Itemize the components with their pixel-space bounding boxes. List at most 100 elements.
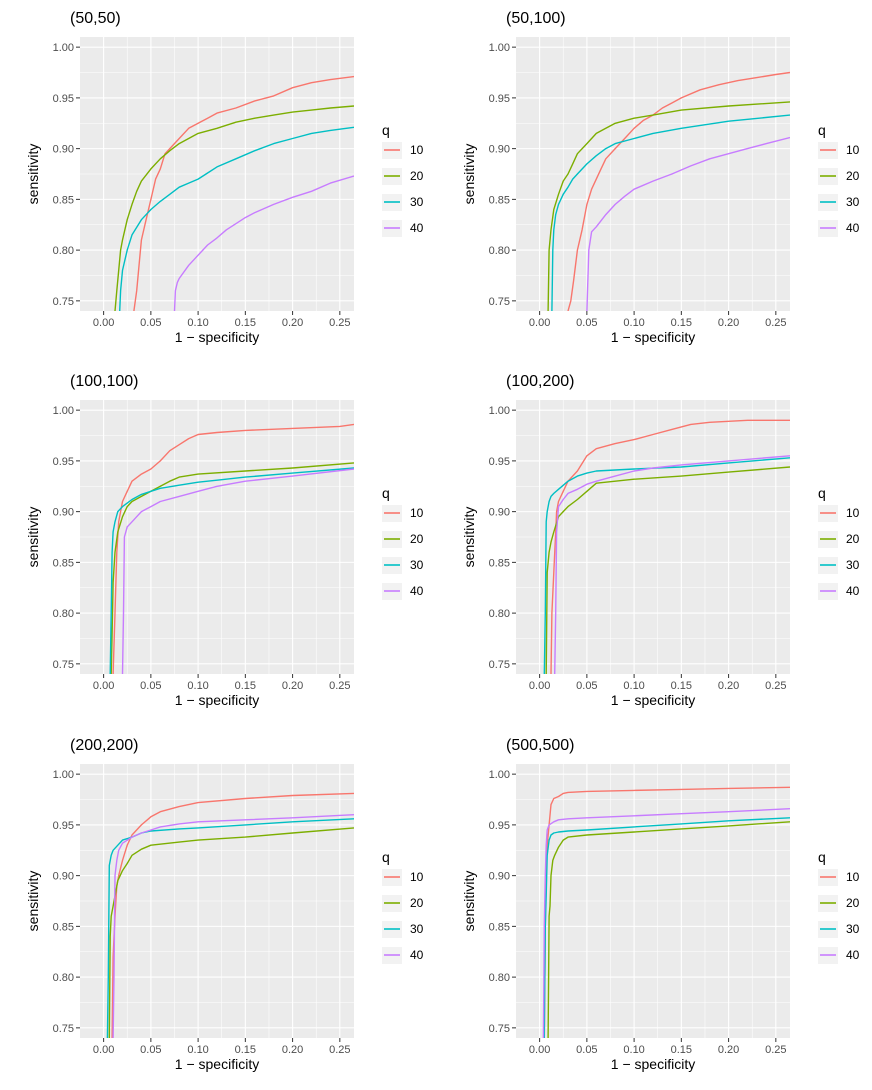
y-tick-label: 0.85 — [489, 557, 510, 569]
roc-line-q10 — [133, 75, 354, 311]
x-tick-label: 0.10 — [623, 317, 644, 329]
legend-label: 10 — [846, 506, 860, 520]
legend-title: q — [818, 485, 826, 501]
x-tick-label: 0.05 — [140, 317, 161, 329]
legend-title: q — [818, 849, 826, 865]
x-tick-label: 0.05 — [576, 1044, 597, 1056]
x-axis-label: 1 − specificity — [611, 329, 695, 345]
legend-label: 30 — [846, 922, 860, 936]
x-tick-label: 0.20 — [718, 680, 739, 692]
y-tick-label: 0.95 — [489, 820, 510, 832]
panel-title: (500,500) — [506, 737, 575, 754]
roc-panel: (100,100) 0.00 0.05 0.10 0.15 0.20 0.25 0.75 0.8… — [25, 373, 424, 708]
x-tick-label: 0.05 — [140, 680, 161, 692]
roc-line-q20 — [110, 462, 354, 674]
series-group — [543, 419, 790, 674]
y-tick-label: 0.90 — [489, 507, 510, 519]
legend-title: q — [382, 122, 390, 138]
roc-panel: (100,200) 0.00 0.05 0.10 0.15 0.20 0.25 0.75 0.8… — [461, 373, 860, 708]
y-tick-label: 1.00 — [53, 405, 74, 417]
legend-label: 30 — [846, 195, 860, 209]
legend-label: 10 — [410, 143, 424, 157]
legend-title: q — [382, 849, 390, 865]
y-tick-label: 0.90 — [53, 144, 74, 156]
y-tick-label: 1.00 — [53, 769, 74, 781]
legend-label: 40 — [846, 584, 860, 598]
panel-title: (50,100) — [506, 10, 566, 27]
roc-line-q20 — [545, 466, 790, 674]
roc-line-q40 — [173, 175, 354, 311]
legend-label: 20 — [410, 532, 424, 546]
y-tick-label: 0.75 — [489, 659, 510, 671]
roc-line-q40 — [554, 455, 790, 674]
x-tick-label: 0.20 — [718, 1044, 739, 1056]
x-tick-label: 0.25 — [329, 317, 350, 329]
legend-label: 20 — [846, 532, 860, 546]
roc-panel: (50,50) 0.00 0.05 0.10 0.15 0.20 0.25 0.75 0.80 0… — [25, 10, 424, 345]
x-tick-label: 0.00 — [93, 317, 114, 329]
y-tick-label: 0.95 — [489, 93, 510, 105]
x-tick-label: 0.20 — [718, 317, 739, 329]
y-tick-label: 0.95 — [53, 820, 74, 832]
y-axis-label: sensitivity — [461, 144, 477, 205]
y-tick-label: 0.80 — [53, 608, 74, 620]
y-tick-label: 0.95 — [489, 456, 510, 468]
x-axis-label: 1 − specificity — [175, 1056, 259, 1072]
roc-line-q30 — [119, 126, 354, 311]
y-axis-label: sensitivity — [25, 144, 41, 205]
y-tick-label: 1.00 — [489, 769, 510, 781]
x-tick-label: 0.15 — [235, 317, 256, 329]
x-axis-label: 1 − specificity — [611, 692, 695, 708]
legend-label: 10 — [846, 870, 860, 884]
y-tick-label: 0.75 — [53, 659, 74, 671]
x-axis-label: 1 − specificity — [175, 329, 259, 345]
x-tick-label: 0.00 — [529, 317, 550, 329]
series-group — [542, 786, 790, 1038]
legend-label: 40 — [410, 584, 424, 598]
y-tick-label: 0.85 — [53, 557, 74, 569]
legend-label: 10 — [410, 870, 424, 884]
series-group — [114, 75, 354, 311]
roc-panel: (200,200) 0.00 0.05 0.10 0.15 0.20 0.25 0.75 0.8… — [25, 737, 424, 1072]
x-tick-label: 0.00 — [93, 1044, 114, 1056]
y-tick-label: 0.85 — [489, 194, 510, 206]
panel-title: (50,50) — [70, 10, 121, 27]
x-tick-label: 0.25 — [329, 1044, 350, 1056]
legend-label: 30 — [846, 558, 860, 572]
x-tick-label: 0.00 — [529, 1044, 550, 1056]
y-tick-label: 0.80 — [53, 245, 74, 257]
y-tick-label: 1.00 — [489, 405, 510, 417]
y-tick-label: 0.90 — [489, 871, 510, 883]
panel-title: (100,200) — [506, 373, 575, 390]
roc-line-q40 — [542, 808, 790, 1038]
legend-label: 20 — [846, 896, 860, 910]
x-tick-label: 0.20 — [282, 1044, 303, 1056]
x-tick-label: 0.00 — [529, 680, 550, 692]
y-tick-label: 0.95 — [53, 93, 74, 105]
x-tick-label: 0.15 — [235, 1044, 256, 1056]
roc-line-q20 — [547, 101, 790, 311]
x-tick-label: 0.20 — [282, 680, 303, 692]
legend-title: q — [382, 485, 390, 501]
x-tick-label: 0.05 — [140, 1044, 161, 1056]
roc-panel: (50,100) 0.00 0.05 0.10 0.15 0.20 0.25 0.75 0.80… — [461, 10, 860, 345]
y-tick-label: 0.90 — [53, 507, 74, 519]
y-axis-label: sensitivity — [461, 507, 477, 568]
y-tick-label: 1.00 — [489, 42, 510, 54]
panel-title: (200,200) — [70, 737, 139, 754]
y-tick-label: 0.90 — [53, 871, 74, 883]
y-tick-label: 0.75 — [53, 296, 74, 308]
roc-line-q20 — [108, 827, 354, 1038]
roc-line-q20 — [547, 821, 790, 1038]
y-tick-label: 0.75 — [489, 296, 510, 308]
x-tick-label: 0.10 — [187, 317, 208, 329]
y-tick-label: 0.95 — [53, 456, 74, 468]
y-tick-label: 0.80 — [489, 608, 510, 620]
roc-line-q40 — [121, 468, 354, 674]
roc-line-q10 — [111, 792, 354, 1038]
legend-title: q — [818, 122, 826, 138]
x-tick-label: 0.15 — [671, 317, 692, 329]
y-tick-label: 0.75 — [489, 1023, 510, 1035]
legend-label: 40 — [846, 221, 860, 235]
